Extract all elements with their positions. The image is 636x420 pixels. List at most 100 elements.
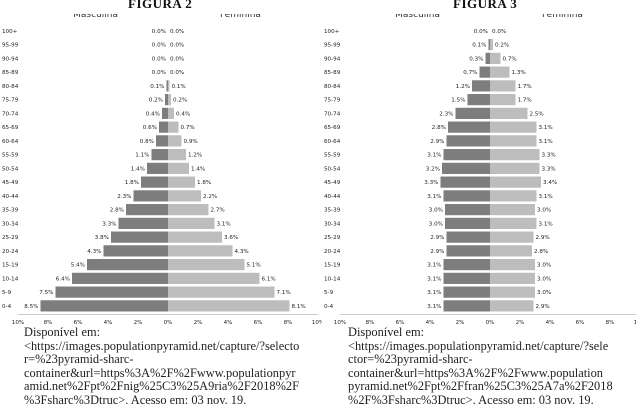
- x-tick-label: 2%: [456, 320, 465, 326]
- male-value-label: 7.5%: [39, 290, 53, 296]
- female-value-label: 3.3%: [542, 153, 556, 159]
- female-bar: [490, 66, 510, 78]
- age-group-label: 5-9: [2, 290, 12, 296]
- male-bar: [488, 39, 490, 51]
- male-value-label: 6.4%: [56, 276, 70, 282]
- female-value-label: 0.7%: [181, 125, 195, 131]
- female-bar: [490, 135, 537, 147]
- female-bar: [168, 217, 215, 229]
- female-value-label: 1.4%: [191, 166, 205, 172]
- female-bar: [168, 300, 290, 312]
- male-bar: [151, 149, 168, 161]
- male-bar: [118, 217, 168, 229]
- female-bar: [490, 204, 535, 216]
- male-value-label: 2.9%: [430, 249, 444, 255]
- female-value-label: 0.2%: [173, 98, 187, 104]
- x-tick-label: 6%: [576, 320, 585, 326]
- source-line: <https://images.populationpyramid.net/ca…: [24, 338, 300, 353]
- age-group-label: 85-89: [2, 70, 19, 76]
- male-bar: [440, 176, 490, 188]
- female-value-label: 3.6%: [224, 235, 238, 241]
- female-bar: [168, 204, 209, 216]
- x-tick-label: 4%: [104, 320, 113, 326]
- x-tick-label: 4%: [426, 320, 435, 326]
- age-group-label: 40-44: [324, 194, 341, 200]
- figure-2-source-citation: Disponível em: <https://images.population…: [24, 325, 300, 408]
- male-value-label: 4.3%: [87, 249, 101, 255]
- male-bar: [443, 149, 490, 161]
- x-tick-label: 8%: [284, 320, 293, 326]
- female-value-label: 0.4%: [176, 111, 190, 117]
- x-tick-label: 0%: [486, 320, 495, 326]
- source-line: r=%23pyramid-sharc-: [24, 352, 134, 367]
- female-bar: [490, 286, 535, 298]
- male-bar: [443, 286, 490, 298]
- source-line: Disponível em:: [348, 325, 425, 339]
- female-value-label: 2.7%: [211, 208, 225, 214]
- male-value-label: 8.5%: [24, 304, 38, 310]
- female-value-label: 0.0%: [170, 70, 184, 76]
- female-value-label: 3.1%: [539, 125, 553, 131]
- female-bar: [490, 217, 537, 229]
- male-bar: [165, 94, 168, 106]
- x-tick-label: 10%: [312, 320, 322, 326]
- female-value-label: 1.7%: [518, 84, 532, 90]
- x-tick-label: 2%: [194, 320, 203, 326]
- female-value-label: 3.0%: [537, 290, 551, 296]
- age-group-label: 30-34: [2, 221, 19, 227]
- female-bar: [490, 121, 537, 133]
- female-value-label: 2.2%: [203, 194, 217, 200]
- male-value-label: 1.1%: [135, 153, 149, 159]
- female-value-label: 8.1%: [292, 304, 306, 310]
- female-value-label: 0.9%: [184, 139, 198, 145]
- female-value-label: 4.3%: [235, 249, 249, 255]
- age-group-label: 40-44: [2, 194, 19, 200]
- legend-feminina: Feminina: [220, 14, 261, 20]
- source-line: container&url=https%3A%2F%2Fwww.populati…: [24, 365, 296, 380]
- male-bar: [467, 94, 490, 106]
- female-value-label: 2.5%: [530, 111, 544, 117]
- female-value-label: 0.2%: [495, 43, 509, 49]
- female-bar: [168, 245, 233, 257]
- male-value-label: 1.8%: [125, 180, 139, 186]
- female-bar: [490, 107, 528, 119]
- male-value-label: 0.8%: [140, 139, 154, 145]
- age-group-label: 10-14: [324, 276, 341, 282]
- female-bar: [490, 300, 534, 312]
- female-value-label: 5.1%: [247, 263, 261, 269]
- male-value-label: 3.1%: [427, 304, 441, 310]
- age-group-label: 75-79: [2, 98, 19, 104]
- female-value-label: 2.9%: [536, 304, 550, 310]
- female-value-label: 3.3%: [542, 166, 556, 172]
- x-tick-label: 8%: [44, 320, 53, 326]
- male-bar: [72, 272, 168, 284]
- male-bar: [443, 272, 490, 284]
- source-line: container&url=https%3A%2F%2Fwww.populati…: [348, 365, 603, 380]
- female-value-label: 3.1%: [539, 194, 553, 200]
- legend-masculina: Masculina: [395, 14, 440, 20]
- age-group-label: 50-54: [2, 166, 19, 172]
- female-bar: [490, 52, 501, 64]
- male-bar: [40, 300, 168, 312]
- female-bar: [490, 94, 516, 106]
- female-bar: [490, 190, 537, 202]
- age-group-label: 100+: [324, 29, 340, 35]
- female-bar: [490, 231, 534, 243]
- female-bar: [490, 272, 535, 284]
- female-value-label: 0.0%: [170, 29, 184, 35]
- female-bar: [168, 121, 179, 133]
- male-bar: [103, 245, 168, 257]
- female-bar: [490, 162, 540, 174]
- female-value-label: 0.0%: [170, 43, 184, 49]
- male-value-label: 2.8%: [432, 125, 446, 131]
- age-group-label: 25-29: [2, 235, 19, 241]
- male-value-label: 0.2%: [149, 98, 163, 104]
- female-bar: [490, 245, 532, 257]
- male-value-label: 0.6%: [143, 125, 157, 131]
- male-bar: [442, 162, 490, 174]
- age-group-label: 80-84: [324, 84, 341, 90]
- age-group-label: 65-69: [2, 125, 19, 131]
- age-group-label: 5-9: [324, 290, 334, 296]
- age-group-label: 100+: [2, 29, 18, 35]
- female-bar: [490, 149, 540, 161]
